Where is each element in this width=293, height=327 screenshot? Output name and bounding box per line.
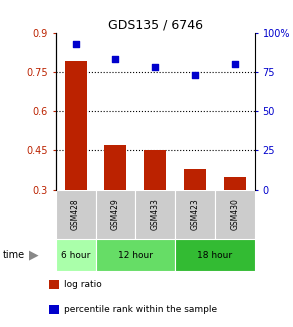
Text: percentile rank within the sample: percentile rank within the sample xyxy=(64,305,217,314)
Point xyxy=(113,57,118,62)
Bar xyxy=(49,305,59,314)
Bar xyxy=(144,150,166,190)
Title: GDS135 / 6746: GDS135 / 6746 xyxy=(108,19,203,31)
Bar xyxy=(184,169,206,190)
Bar xyxy=(56,239,96,271)
Text: 12 hour: 12 hour xyxy=(118,250,153,260)
Bar xyxy=(175,239,255,271)
Text: log ratio: log ratio xyxy=(64,280,101,289)
Text: GSM428: GSM428 xyxy=(71,198,80,230)
Bar xyxy=(56,190,96,239)
Bar xyxy=(224,177,246,190)
Text: GSM430: GSM430 xyxy=(231,198,239,230)
Point xyxy=(193,73,197,78)
Text: GSM429: GSM429 xyxy=(111,198,120,230)
Bar xyxy=(96,239,175,271)
Bar xyxy=(175,190,215,239)
Bar xyxy=(135,190,175,239)
Bar xyxy=(65,61,86,190)
Text: 18 hour: 18 hour xyxy=(197,250,233,260)
Bar xyxy=(105,145,126,190)
Text: time: time xyxy=(3,250,25,260)
Bar xyxy=(215,190,255,239)
Bar xyxy=(96,190,135,239)
Point xyxy=(233,61,237,67)
Point xyxy=(153,65,158,70)
Text: GSM423: GSM423 xyxy=(191,198,200,230)
Text: ▶: ▶ xyxy=(29,249,38,262)
Bar xyxy=(49,280,59,289)
Point xyxy=(73,41,78,46)
Text: 6 hour: 6 hour xyxy=(61,250,90,260)
Text: GSM433: GSM433 xyxy=(151,198,160,230)
